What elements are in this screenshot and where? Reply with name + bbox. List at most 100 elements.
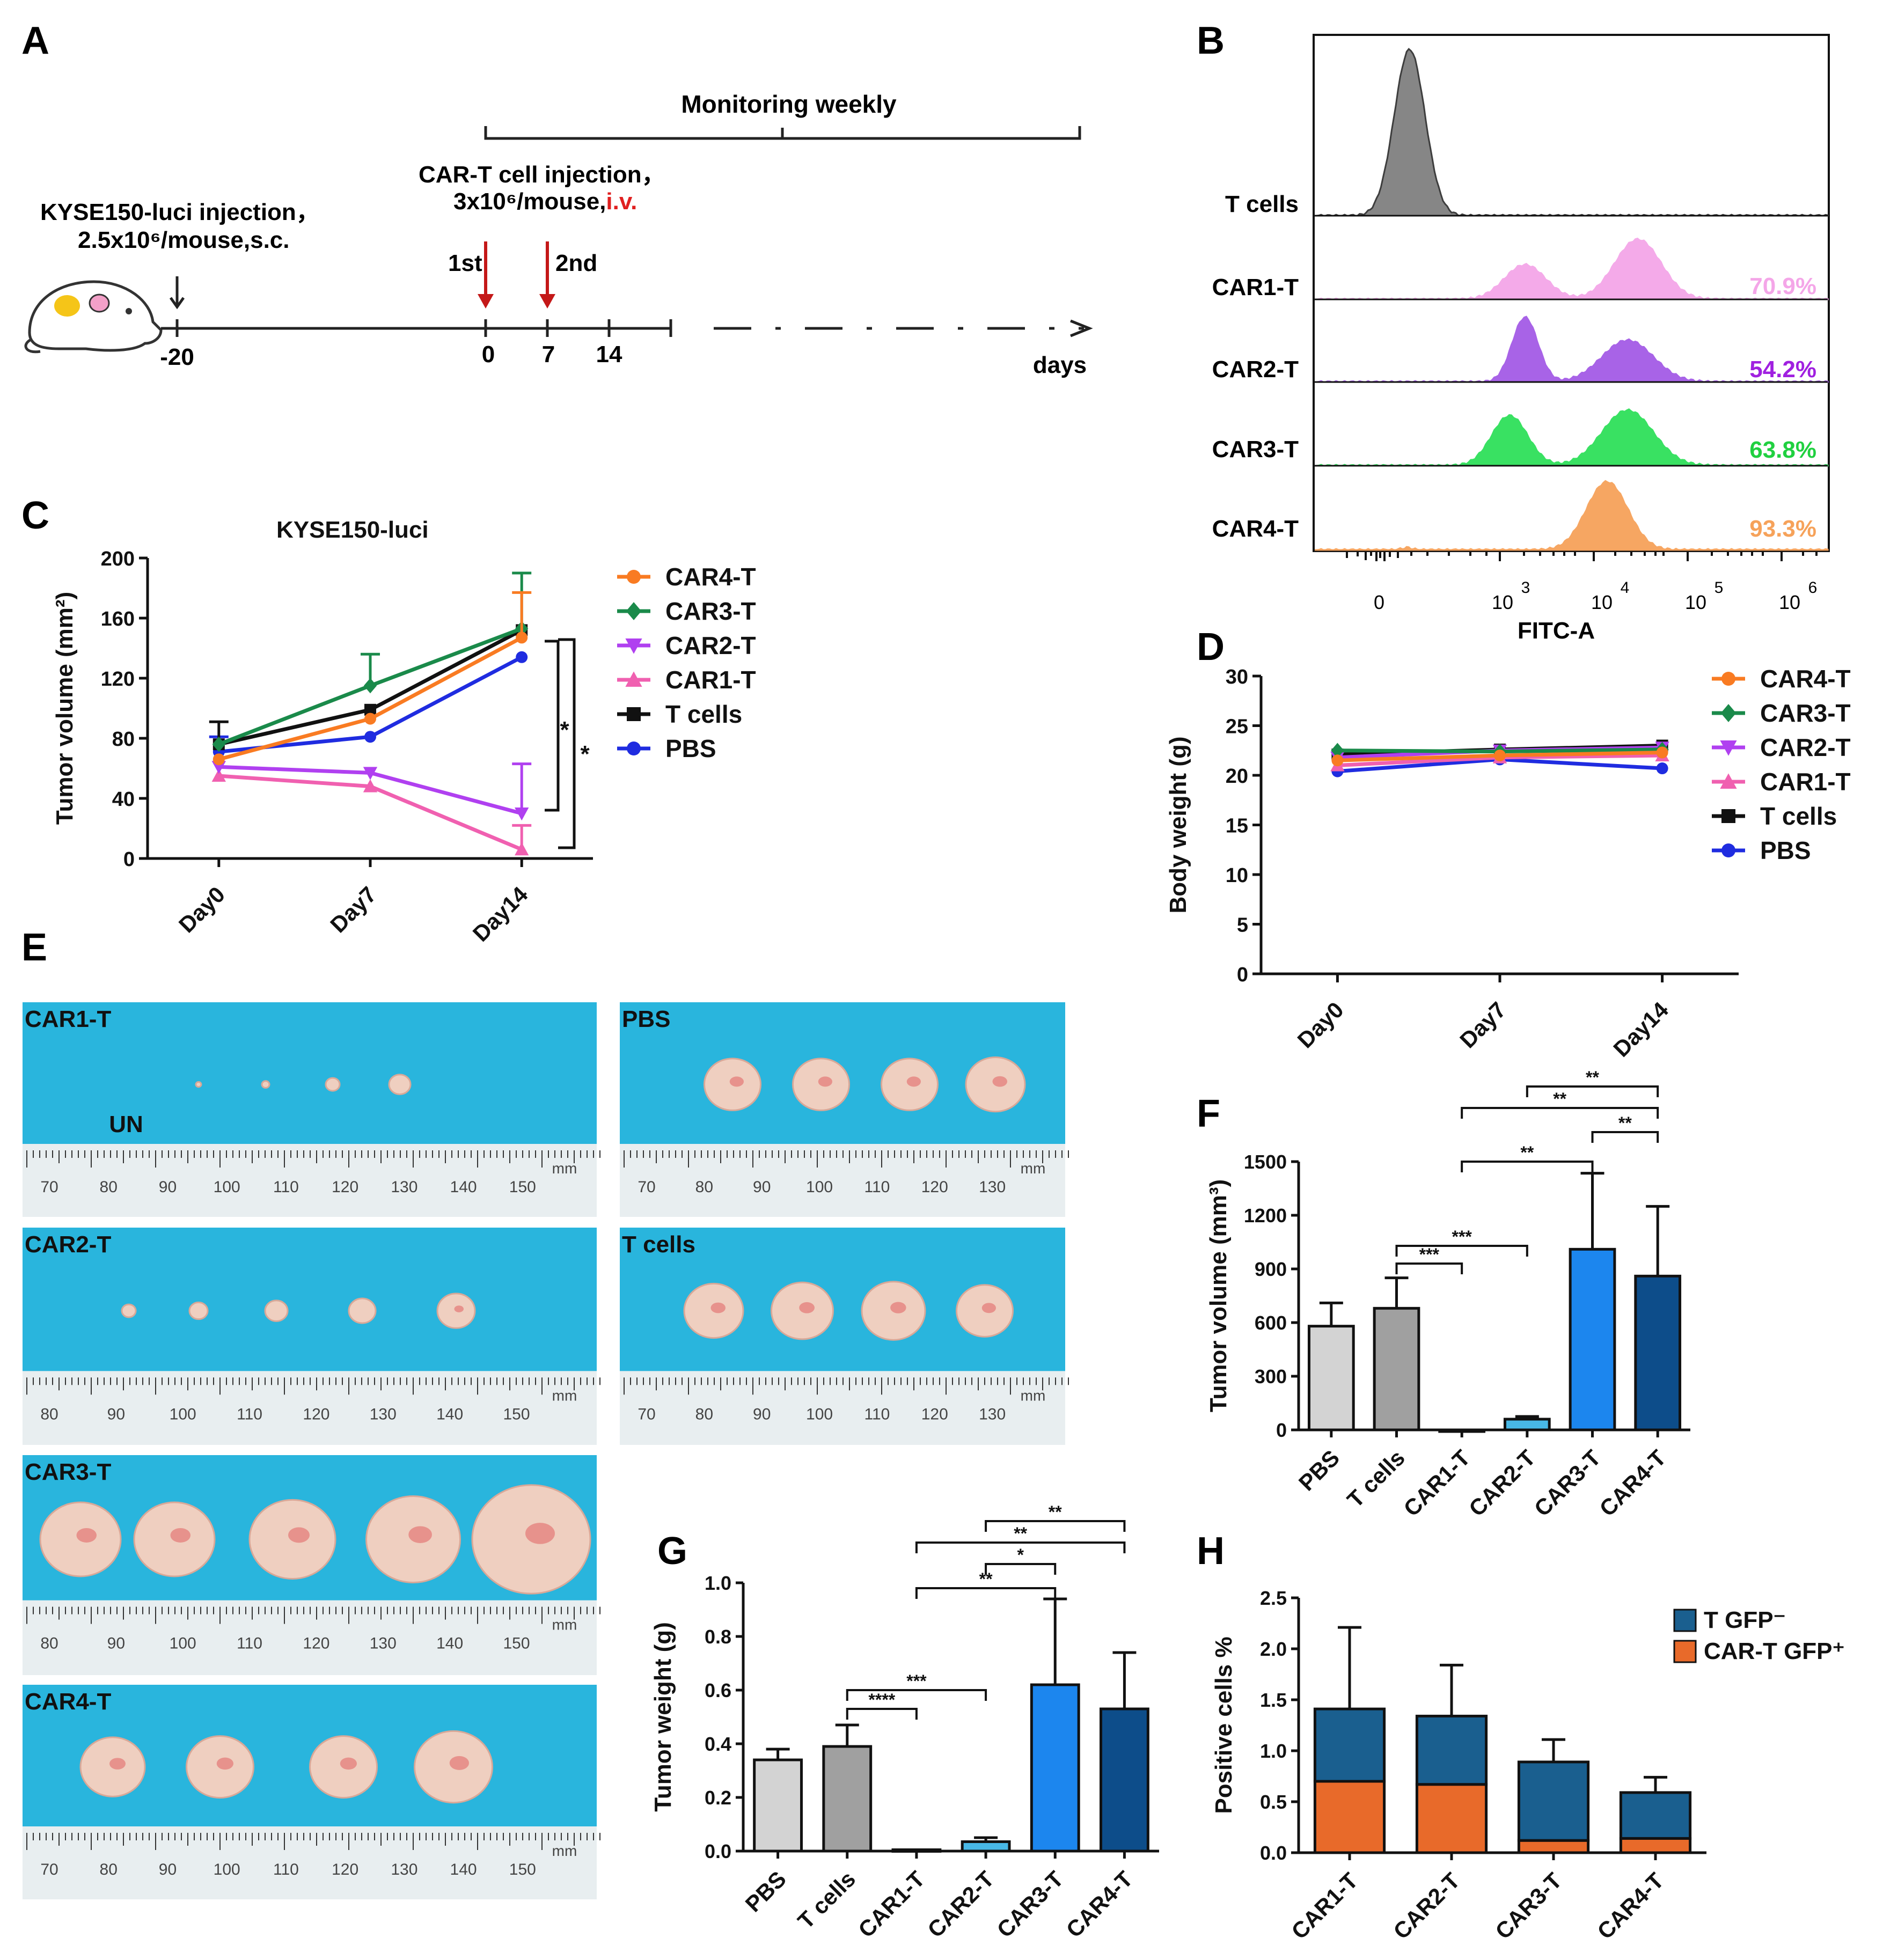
legend-label-CAR1-T: CAR1-T [1760, 768, 1851, 796]
point-CAR4-T [1494, 750, 1506, 761]
ruler-unit: mm [1021, 1387, 1046, 1404]
y-tick-label: 0 [1276, 1419, 1287, 1441]
bar-segment-T GFP⁻ [1313, 1707, 1386, 1783]
y-tick-label: 200 [101, 548, 135, 570]
photo-label: PBS [622, 1006, 670, 1032]
sig-bracket [1526, 1085, 1659, 1097]
x-tick-label: Day0 [1293, 997, 1349, 1053]
point-CAR4-T [364, 713, 376, 725]
ruler-number: 100 [806, 1405, 833, 1423]
panel-g: G 0.0 0.2 0.4 0.6 0.8 1.0 PBS T cellsCAR1-TCAR2… [650, 1502, 1159, 1942]
hist-pct-car1: 70.9% [1749, 273, 1816, 299]
hist-label-car4: CAR4-T [1212, 516, 1299, 542]
ruler-number: 150 [509, 1178, 536, 1196]
panel-a: A Monitoring weekly KYSE150-luci injecti… [21, 19, 1093, 378]
tumor [261, 1080, 270, 1089]
kyse-line-2: 2.5x10⁶/mouse,s.c. [78, 227, 290, 253]
ruler-number: 100 [806, 1178, 833, 1196]
legend-swatch [1673, 1640, 1697, 1663]
bar-T cells [822, 1745, 873, 1853]
chart-title: KYSE150-luci [276, 517, 429, 543]
sig-label: ** [1014, 1524, 1027, 1543]
fitc-xlabel: FITC-A [1518, 618, 1595, 644]
axes [1259, 676, 1739, 975]
legend-marker [627, 570, 641, 584]
legend-marker [1721, 809, 1735, 823]
cart-route: i.v. [606, 188, 637, 215]
tumor-spot [340, 1757, 357, 1770]
tick-minus-20: -20 [160, 344, 194, 370]
point-CAR4-T [516, 632, 528, 644]
point-PBS [364, 731, 376, 743]
histogram-labels: T cells CAR1-T CAR2-T CAR3-T CAR4-T 70.9… [1212, 191, 1816, 542]
sig-label: *** [1419, 1245, 1440, 1264]
ruler-number: 150 [503, 1405, 530, 1423]
ruler-number: 130 [370, 1405, 397, 1423]
legend-label-CAR4-T: CAR4-T [665, 563, 756, 591]
point-CAR2-T [211, 761, 226, 774]
x-tick-label: Day14 [468, 882, 533, 946]
bar-CAR2-T [1503, 1418, 1551, 1432]
y-tick-label: 1.0 [1260, 1740, 1287, 1762]
sig-bracket-outer [558, 638, 576, 849]
ruler-number: 120 [921, 1405, 948, 1423]
x-tick-label-CAR2-T: CAR2-T [922, 1866, 999, 1942]
panel-e: E 70 80 90 100 110 120 130 140 150 mm CAR1-T UN 70 80… [21, 926, 1069, 1899]
y-tick-label: 20 [1226, 765, 1248, 788]
panel-letter-f: F [1197, 1092, 1220, 1135]
sig-bracket [915, 1587, 1057, 1599]
point-CAR1-T [363, 779, 378, 792]
legend-label-CAR4-T: CAR4-T [1760, 665, 1851, 693]
ruler-number: 90 [107, 1635, 125, 1653]
bar-CAR3-T [1030, 1683, 1080, 1853]
tick-0: 0 [482, 341, 495, 368]
ruler-number: 120 [332, 1861, 358, 1878]
hist-label-car3: CAR3-T [1212, 436, 1299, 463]
sig-bracket [985, 1520, 1126, 1532]
legend-label-CAR2-T: CAR2-T [1760, 733, 1851, 761]
ruler-number: 140 [450, 1861, 477, 1878]
y-tick-label: 0.4 [705, 1733, 731, 1755]
point-PBS [516, 651, 528, 663]
ruler-number: 70 [40, 1178, 58, 1196]
y-tick-label: 25 [1226, 716, 1248, 738]
y-axis-label: Tumor volume (mm²) [52, 592, 78, 825]
tumor-spot [454, 1305, 464, 1312]
photo-T cells: 70 80 90 100 110 120 130 mm T cells [620, 1228, 1069, 1445]
y-tick-label: 10 [1226, 864, 1248, 887]
legend-marker [1721, 843, 1735, 857]
tumor-spot [981, 1303, 996, 1313]
first-injection-arrowhead [478, 294, 494, 309]
ruler-unit: mm [552, 1617, 577, 1633]
cart-line-1: CAR-T cell injection， [419, 162, 665, 188]
hist-label-car2: CAR2-T [1212, 356, 1299, 383]
y-tick-label: 30 [1226, 666, 1248, 688]
x-tick-label-CAR2-T: CAR2-T [1388, 1868, 1464, 1944]
cart-dose: 3x10⁶/mouse, [453, 188, 606, 215]
tumor [121, 1303, 137, 1318]
photo-label: CAR1-T [25, 1006, 111, 1032]
sig-bracket [846, 1689, 987, 1701]
ruler-number: 80 [40, 1635, 58, 1653]
ruler-number: 130 [391, 1178, 417, 1196]
y-tick-label: 0 [123, 848, 135, 871]
y-tick-label: 2.0 [1260, 1638, 1287, 1660]
panel-letter-e: E [21, 926, 47, 969]
ruler-number: 120 [332, 1178, 358, 1196]
legend-label-PBS: PBS [1760, 836, 1811, 864]
bar-segment-CAR-T GFP⁺ [1313, 1780, 1386, 1854]
photo-label: CAR3-T [25, 1459, 111, 1485]
y-tick-label: 0.5 [1260, 1791, 1287, 1813]
tumor [388, 1074, 412, 1096]
y-tick-label: 80 [112, 728, 135, 751]
y-tick-label: 1.5 [1260, 1689, 1287, 1711]
ruler-number: 130 [979, 1405, 1006, 1423]
tumor [188, 1301, 209, 1320]
sig-bracket [985, 1563, 1057, 1575]
legend-marker [627, 742, 641, 755]
photo-CAR2-T: 80 90 100 110 120 130 140 150 mm CAR2-T [23, 1228, 600, 1445]
ruler-number: 70 [638, 1178, 655, 1196]
y-tick-label: 1.0 [705, 1572, 731, 1594]
